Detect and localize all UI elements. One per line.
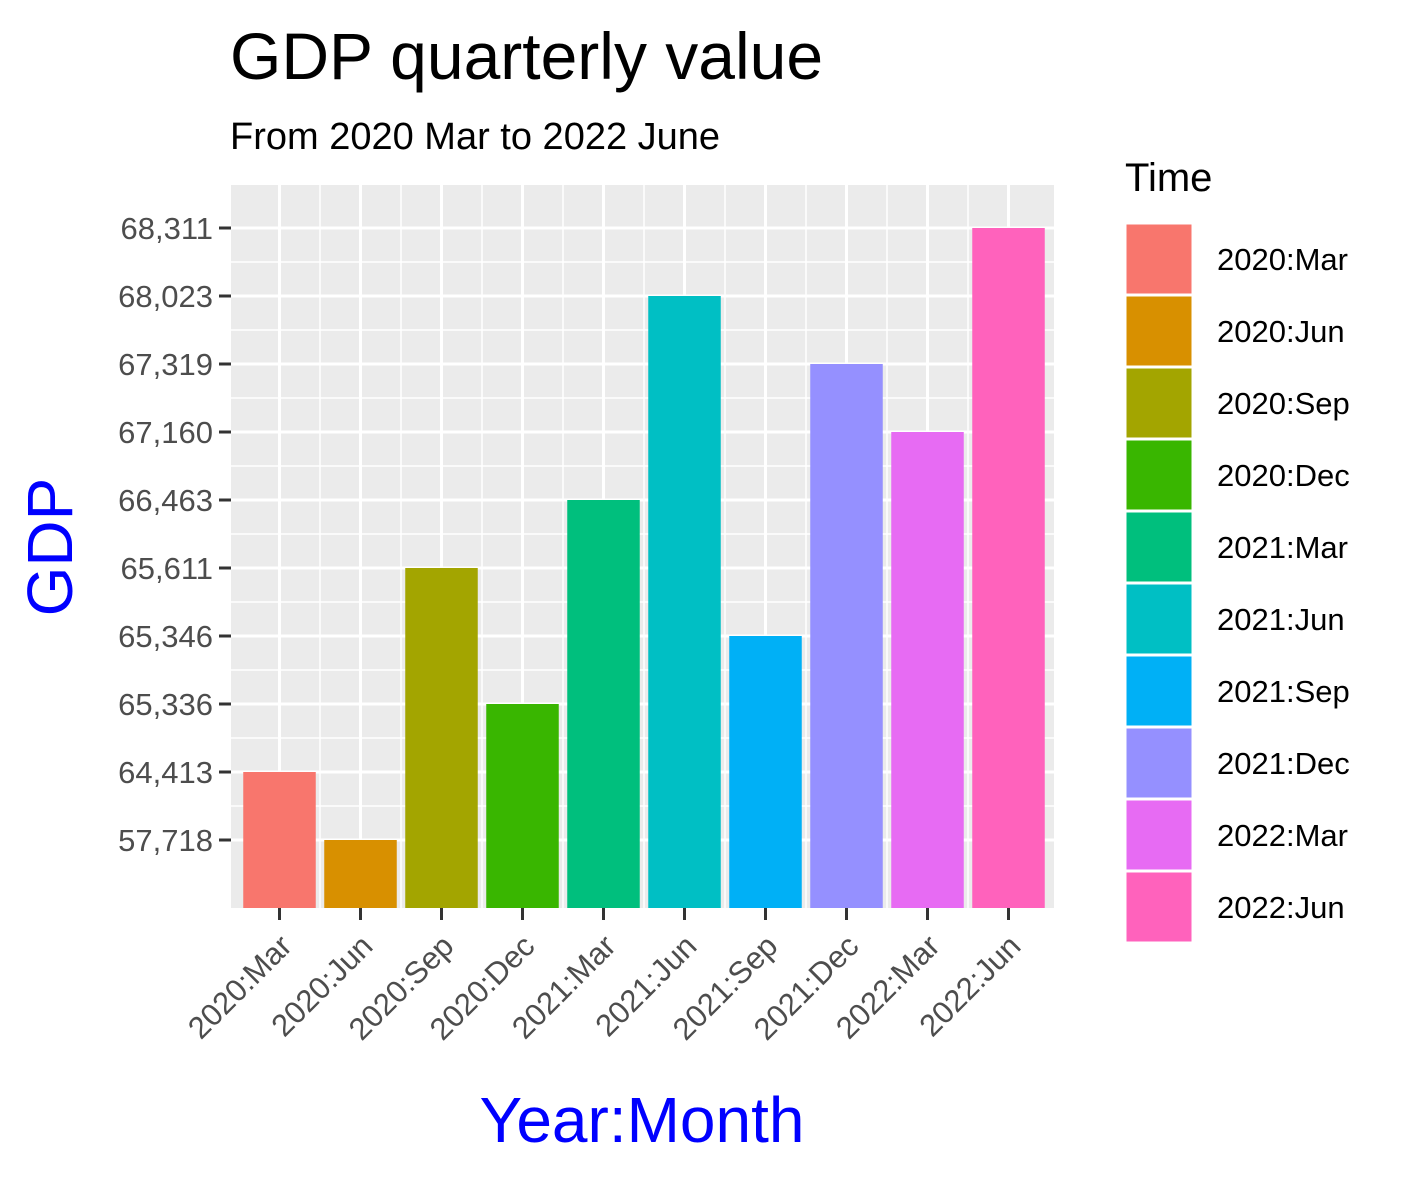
- chart-title: GDP quarterly value: [230, 19, 823, 93]
- bar-2021-jun: [648, 296, 721, 908]
- bar-2021-dec: [810, 364, 883, 908]
- y-tick-label: 67,160: [118, 415, 213, 450]
- x-axis: 2020:Mar2020:Jun2020:Sep2020:Dec2021:Mar…: [181, 908, 1027, 1047]
- legend-key: [1123, 653, 1195, 729]
- chart-subtitle: From 2020 Mar to 2022 June: [230, 116, 720, 158]
- y-tick-label: 67,319: [118, 347, 213, 382]
- legend-label: 2020:Jun: [1217, 314, 1345, 349]
- y-tick-label: 68,023: [118, 279, 213, 314]
- legend-label: 2021:Mar: [1217, 530, 1348, 565]
- legend-key: [1123, 725, 1195, 801]
- y-tick-label: 66,463: [118, 483, 213, 518]
- y-tick-label: 65,336: [118, 687, 213, 722]
- y-axis-title: GDP: [14, 478, 86, 617]
- x-axis-title: Year:Month: [480, 1084, 805, 1156]
- bar-2021-sep: [729, 636, 802, 908]
- legend-label: 2022:Jun: [1217, 890, 1345, 925]
- legend-key: [1123, 293, 1195, 369]
- legend-title: Time: [1125, 156, 1212, 200]
- legend-label: 2021:Dec: [1217, 746, 1350, 781]
- bar-2020-jun: [324, 840, 397, 908]
- bar-2020-mar: [243, 772, 316, 908]
- legend-label: 2021:Jun: [1217, 602, 1345, 637]
- y-tick-label: 65,346: [118, 619, 213, 654]
- legend: Time 2020:Mar2020:Jun2020:Sep2020:Dec202…: [1123, 156, 1350, 945]
- legend-label: 2020:Dec: [1217, 458, 1350, 493]
- legend-key: [1123, 509, 1195, 585]
- legend-label: 2021:Sep: [1217, 674, 1350, 709]
- bars: [243, 228, 1045, 908]
- legend-key: [1123, 221, 1195, 297]
- bar-2020-sep: [405, 568, 478, 908]
- bar-2022-jun: [972, 228, 1045, 908]
- bar-2021-mar: [567, 500, 640, 908]
- y-tick-label: 68,311: [120, 211, 213, 246]
- bar-2020-dec: [486, 704, 559, 908]
- legend-key: [1123, 797, 1195, 873]
- legend-items: 2020:Mar 2020:Jun 2020:Sep 2020:Dec 2021:Mar…: [1123, 221, 1350, 945]
- y-tick-label: 64,413: [118, 755, 213, 790]
- legend-key: [1123, 437, 1195, 513]
- y-tick-label: 57,718: [118, 823, 213, 858]
- legend-label: 2020:Sep: [1217, 386, 1350, 421]
- legend-key: [1123, 365, 1195, 441]
- legend-key: [1123, 869, 1195, 945]
- y-axis: 57,718 64,413 65,336 65,346 65,611 66,463 67,1…: [118, 211, 231, 858]
- y-tick-label: 65,611: [120, 551, 213, 586]
- legend-label: 2022:Mar: [1217, 818, 1348, 853]
- legend-label: 2020:Mar: [1217, 242, 1348, 277]
- legend-key: [1123, 581, 1195, 657]
- bar-2022-mar: [891, 432, 964, 908]
